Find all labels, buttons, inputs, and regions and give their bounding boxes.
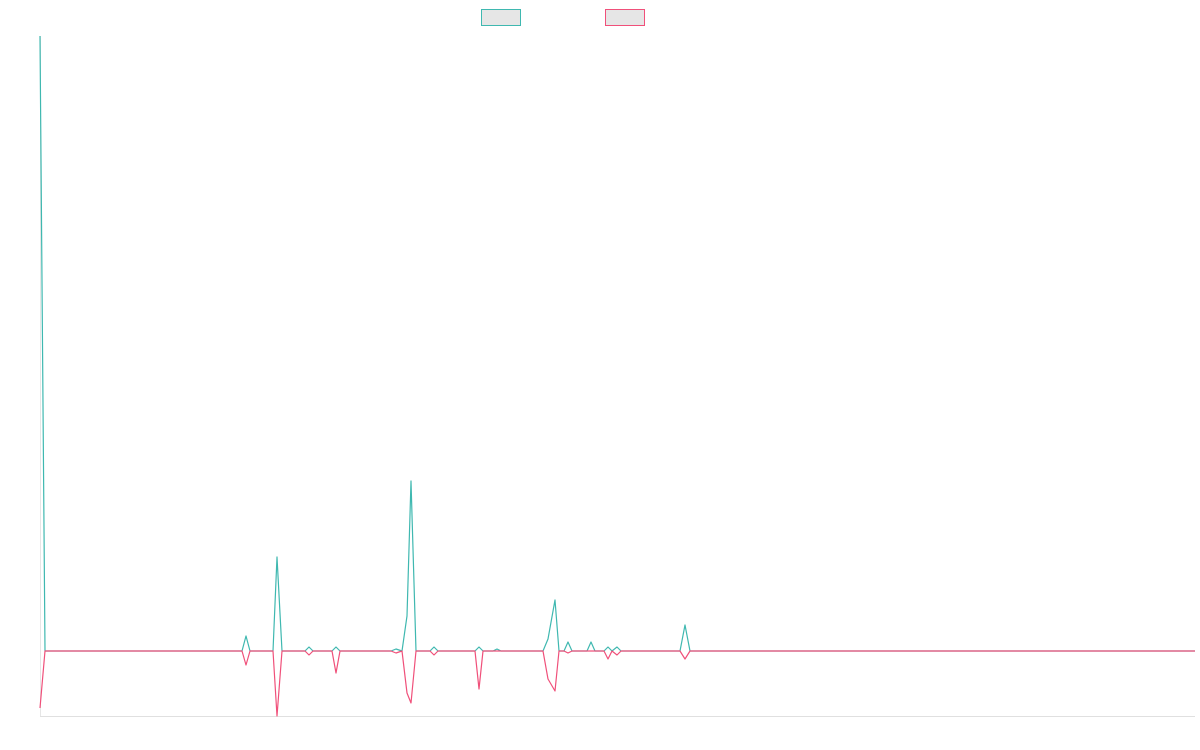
legend-swatch — [605, 9, 645, 26]
series-line — [39, 35, 1195, 652]
legend-swatch — [481, 9, 521, 26]
series-line — [39, 650, 1195, 717]
